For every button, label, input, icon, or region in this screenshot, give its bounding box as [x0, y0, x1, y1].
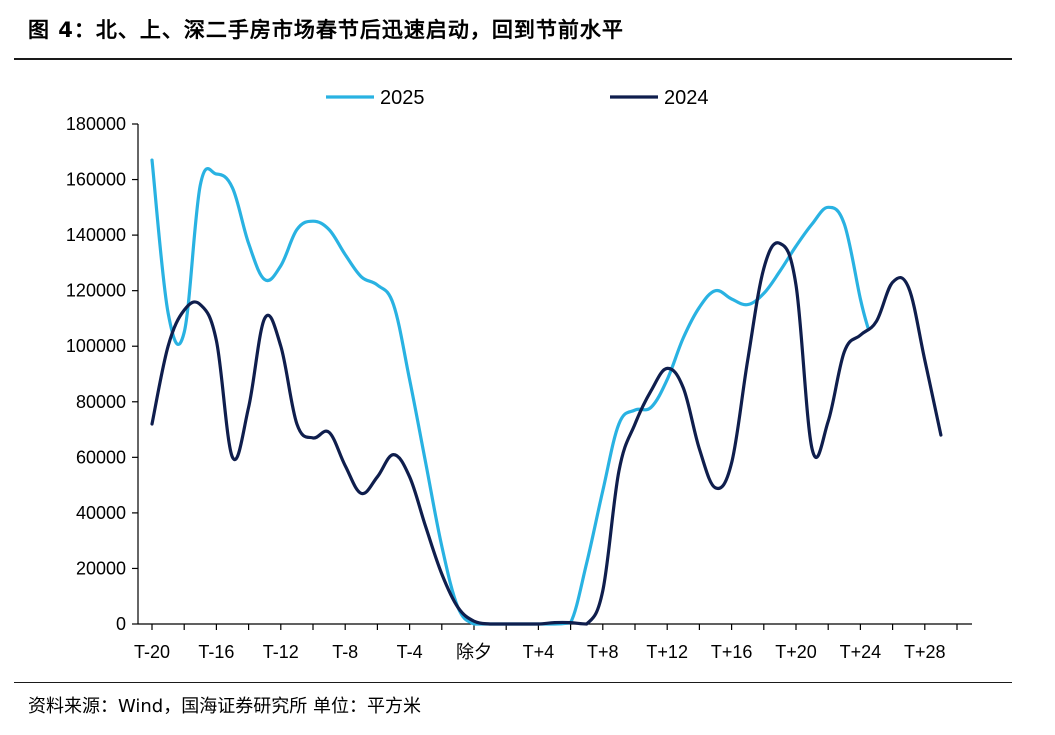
x-tick-label: 除夕	[456, 642, 492, 662]
x-tick-label: T+24	[840, 642, 882, 662]
chart-series	[150, 158, 943, 626]
y-tick-label: 40000	[76, 503, 126, 523]
chart-axes: 0 20000 40000 60000 80000 100000 120000 140000 1…	[66, 114, 972, 662]
x-tick-label: T+16	[711, 642, 753, 662]
x-tick-label: T+8	[587, 642, 619, 662]
series-line-2024	[150, 241, 943, 626]
x-tick-label: T-4	[397, 642, 423, 662]
x-tick-label: T+4	[523, 642, 555, 662]
y-tick-label: 120000	[66, 281, 126, 301]
legend-label-2025: 2025	[380, 87, 425, 109]
legend-label-2024: 2024	[664, 87, 709, 109]
figure-title: 图 4：北、上、深二手房市场春节后迅速启动，回到节前水平	[28, 18, 624, 42]
x-tick-label: T+12	[646, 642, 688, 662]
y-tick-label: 80000	[76, 392, 126, 412]
x-tick-label: T-8	[332, 642, 358, 662]
x-tick-label: T-16	[198, 642, 234, 662]
y-tick-label: 140000	[66, 225, 126, 245]
x-tick-label: T-20	[134, 642, 170, 662]
x-tick-label: T+20	[775, 642, 817, 662]
x-tick-label: T+28	[904, 642, 946, 662]
series-line-2025	[150, 158, 871, 626]
y-tick-label: 160000	[66, 170, 126, 190]
x-tick-label: T-12	[263, 642, 299, 662]
source-divider	[14, 682, 1012, 683]
y-tick-label: 60000	[76, 447, 126, 467]
y-tick-label: 0	[116, 614, 126, 634]
chart-legend: 2025 2024	[326, 87, 709, 109]
source-note: 资料来源：Wind，国海证券研究所 单位：平方米	[28, 696, 421, 717]
y-tick-label: 20000	[76, 558, 126, 578]
title-divider	[14, 58, 1012, 60]
y-tick-label: 180000	[66, 114, 126, 134]
y-tick-label: 100000	[66, 336, 126, 356]
